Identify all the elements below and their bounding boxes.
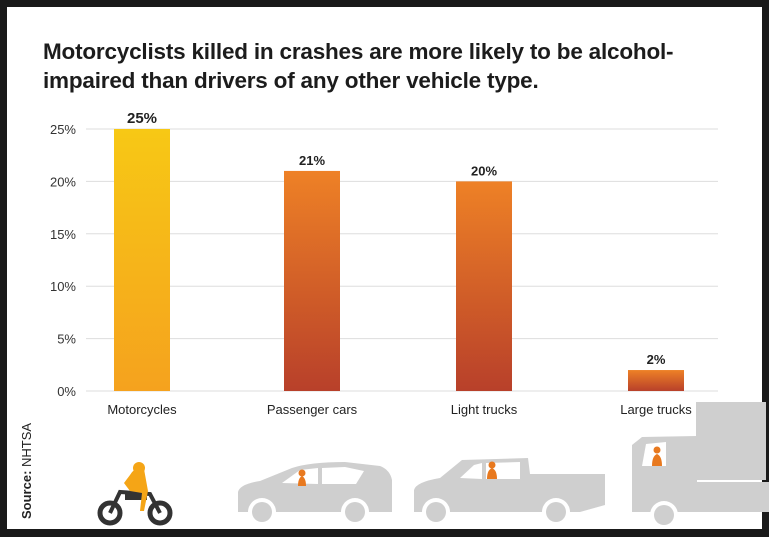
data-label: 20% [471, 163, 497, 178]
y-tick-label: 20% [50, 174, 76, 189]
y-tick-label: 25% [50, 122, 76, 137]
y-tick-label: 10% [50, 279, 76, 294]
y-tick-label: 0% [57, 384, 76, 399]
x-tick-label: Passenger cars [267, 402, 358, 417]
bar-large-trucks [628, 370, 684, 391]
large-truck-icon [632, 402, 769, 529]
data-label: 2% [647, 352, 666, 367]
y-tick-label: 15% [50, 227, 76, 242]
pickup-truck-icon [414, 458, 605, 526]
x-tick-label: Motorcycles [107, 402, 177, 417]
data-label: 21% [299, 153, 325, 168]
x-tick-label: Large trucks [620, 402, 692, 417]
chart-title: Motorcyclists killed in crashes are more… [43, 39, 674, 93]
passenger-car-icon [238, 462, 392, 526]
y-tick-label: 5% [57, 332, 76, 347]
bar-passenger-cars [284, 170, 340, 391]
bar-motorcycles [114, 129, 170, 391]
motorcycle-icon [97, 462, 173, 526]
x-tick-label: Light trucks [451, 402, 518, 417]
data-label: 25% [127, 110, 157, 127]
bar-light-trucks [456, 181, 512, 391]
